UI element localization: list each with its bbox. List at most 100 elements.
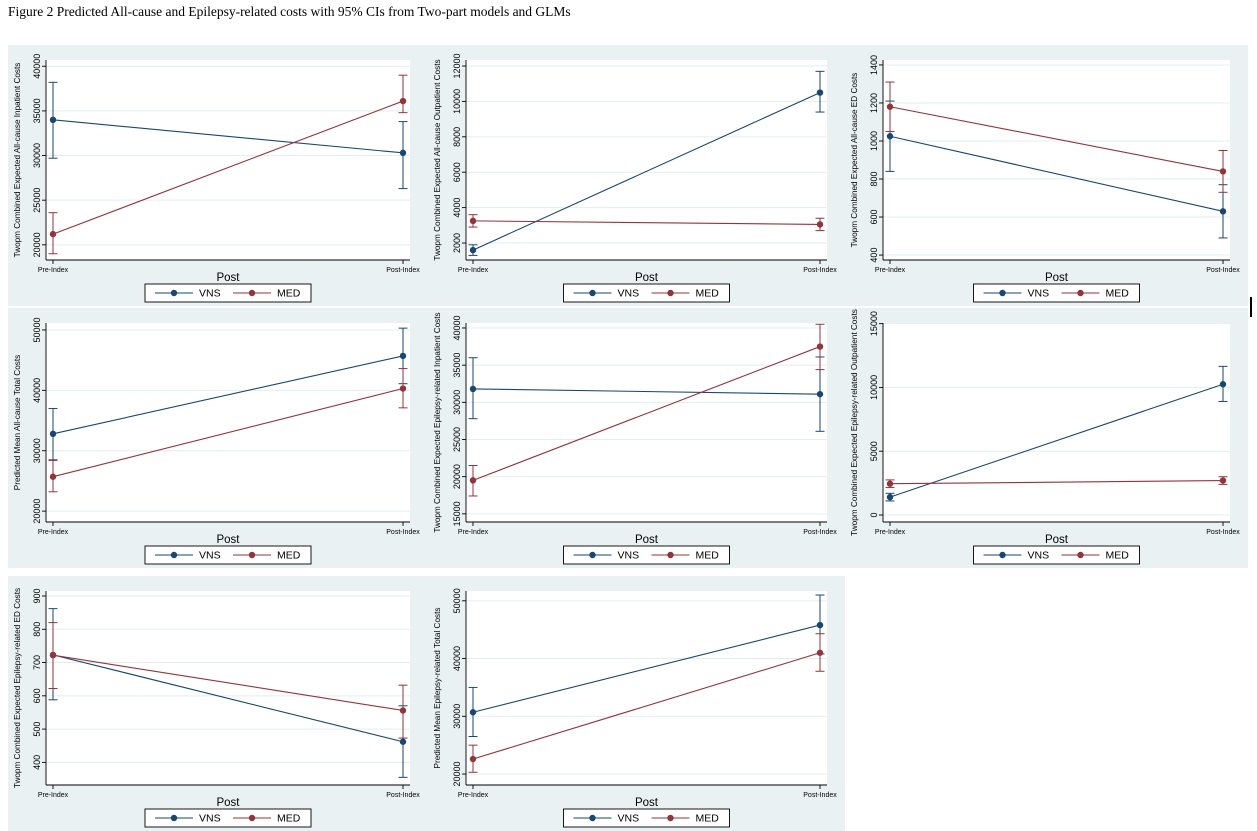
- x-tick-label: Post-Index: [803, 529, 837, 536]
- legend-label: VNS: [199, 288, 221, 300]
- legend-sample-marker: [667, 551, 674, 559]
- legend-sample-marker: [1077, 289, 1084, 297]
- data-marker-vns: [1219, 381, 1227, 388]
- y-tick-label: 600: [32, 688, 42, 703]
- plot-area: [466, 591, 827, 785]
- legend-label: VNS: [199, 550, 221, 562]
- x-axis-title: Post: [635, 797, 659, 809]
- series-line-med: [472, 652, 821, 760]
- text-cursor: [1250, 297, 1252, 317]
- data-marker-med: [1219, 477, 1227, 484]
- y-tick-label: 12000: [452, 54, 462, 79]
- x-axis-title: Post: [216, 797, 240, 809]
- legend-label: VNS: [1028, 550, 1050, 562]
- x-tick-label: Pre-Index: [38, 792, 69, 799]
- data-marker-med: [49, 473, 57, 480]
- data-marker-vns: [886, 133, 894, 140]
- y-tick-label: 35000: [452, 353, 462, 378]
- legend-box: [973, 283, 1140, 303]
- y-tick-label: 4000: [452, 198, 462, 218]
- y-tick-label: 30000: [452, 390, 462, 415]
- plot-area: [466, 323, 827, 522]
- legend-label: MED: [696, 550, 720, 562]
- legend-box: [144, 808, 312, 828]
- y-tick-label: 35000: [32, 98, 42, 123]
- y-tick-label: 400: [32, 755, 42, 770]
- y-axis-title: Twopm Combined Expected All-cause ED Cos…: [850, 73, 859, 248]
- data-marker-med: [886, 480, 894, 487]
- y-tick-label: 30000: [32, 438, 42, 463]
- y-tick-label: 800: [869, 171, 879, 186]
- data-marker-med: [469, 217, 477, 225]
- y-axis-title: Twopm Combined Expected All-cause Inpati…: [13, 63, 22, 258]
- legend-sample-marker: [248, 289, 256, 297]
- legend-label: MED: [277, 288, 301, 300]
- series-line-vns: [472, 92, 821, 251]
- y-axis-title: Twopm Combined Expected Epilepsy-related…: [13, 588, 22, 788]
- x-tick-label: Post-Index: [386, 267, 420, 274]
- data-marker-med: [399, 97, 407, 105]
- legend-sample-marker: [589, 289, 596, 297]
- y-tick-label: 40000: [452, 646, 462, 671]
- y-tick-label: 50000: [32, 317, 42, 342]
- chart-panel-epilepsy-ed: 400 500 600 700 800 900 Pre-Index Post-Index Two…: [8, 576, 428, 831]
- data-marker-med: [886, 103, 894, 110]
- legend-box: [144, 545, 312, 565]
- chart-panel-epilepsy-inpatient: 15000 20000 25000 30000 35000 40000 Pre-Index P…: [428, 308, 845, 568]
- series-line-vns: [52, 654, 404, 743]
- y-tick-label: 40000: [32, 378, 42, 403]
- y-tick-label: 20000: [452, 762, 462, 787]
- chart-svg: 20000 30000 40000 50000 Pre-Index Post-Index P…: [428, 576, 845, 831]
- series-line-med: [52, 654, 404, 712]
- x-tick-label: Post-Index: [386, 529, 420, 536]
- legend-label: MED: [696, 813, 720, 825]
- series-line-vns: [472, 388, 821, 395]
- y-tick-label: 40000: [452, 315, 462, 340]
- y-tick-label: 10000: [869, 375, 879, 400]
- y-tick-label: 0: [869, 512, 879, 517]
- y-tick-label: 10000: [452, 89, 462, 114]
- chart-svg: 0 5000 10000 15000 Pre-Index Post-Index Twopm …: [845, 308, 1248, 568]
- data-marker-med: [399, 707, 407, 714]
- plot-area: [46, 323, 410, 522]
- y-tick-label: 5000: [869, 441, 879, 461]
- y-tick-label: 6000: [452, 162, 462, 182]
- y-tick-label: 15000: [869, 311, 879, 336]
- plot-area: [466, 60, 827, 260]
- legend-sample-marker: [170, 289, 178, 297]
- legend-box: [563, 808, 730, 828]
- x-tick-label: Pre-Index: [875, 529, 906, 536]
- legend-box: [973, 545, 1140, 565]
- legend-sample-marker: [589, 814, 596, 822]
- data-marker-vns: [1219, 208, 1227, 215]
- series-line-med: [52, 100, 404, 235]
- data-marker-vns: [469, 385, 477, 393]
- x-tick-label: Post-Index: [803, 792, 837, 799]
- data-marker-med: [1219, 168, 1227, 175]
- x-axis-title: Post: [1045, 272, 1069, 284]
- legend-box: [563, 545, 730, 565]
- plot-area: [46, 60, 410, 260]
- legend-box: [144, 283, 312, 303]
- data-marker-vns: [399, 738, 407, 745]
- x-tick-label: Pre-Index: [38, 267, 69, 274]
- x-tick-label: Pre-Index: [38, 529, 69, 536]
- legend-sample-marker: [589, 551, 596, 559]
- data-marker-med: [469, 755, 477, 763]
- y-tick-label: 2000: [452, 233, 462, 253]
- series-line-med: [472, 220, 821, 225]
- chart-panel-all-cause-outpatient: 2000 4000 6000 8000 10000 12000 Pre-Index Post-…: [428, 45, 845, 306]
- y-tick-label: 400: [869, 248, 879, 263]
- y-tick-label: 20000: [452, 464, 462, 489]
- chart-svg: 20000 25000 30000 35000 40000 Pre-Index Post-I…: [8, 45, 428, 306]
- data-marker-vns: [399, 149, 407, 157]
- x-tick-label: Post-Index: [1206, 267, 1240, 274]
- y-tick-label: 700: [32, 655, 42, 670]
- y-axis-title: Predicted Mean Epilepsy-related Total Co…: [433, 608, 442, 769]
- legend-sample-marker: [999, 551, 1006, 559]
- y-axis-title: Twopm Combined Expected All-cause Outpat…: [433, 59, 442, 260]
- legend-label: MED: [277, 813, 301, 825]
- data-marker-med: [49, 652, 57, 659]
- y-axis-title: Predicted Mean All-cause Total Costs: [13, 355, 22, 490]
